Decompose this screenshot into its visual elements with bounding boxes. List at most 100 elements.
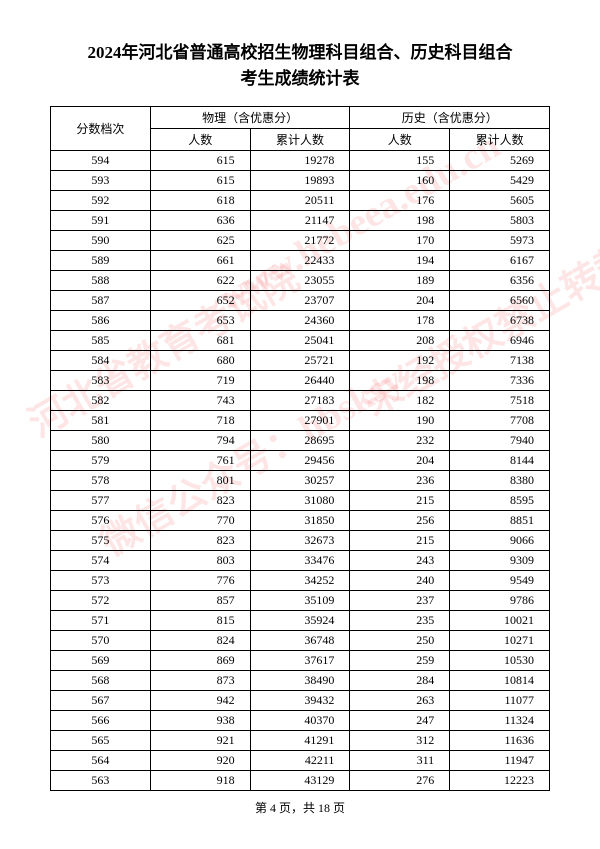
header-history: 历史（含优惠分） <box>350 107 550 129</box>
table-row: 5698693761725910530 <box>51 651 550 671</box>
physics-cumulative-cell: 37617 <box>250 651 350 671</box>
physics-count-cell: 615 <box>150 151 250 171</box>
header-physics: 物理（含优惠分） <box>150 107 350 129</box>
history-cumulative-cell: 7336 <box>450 371 550 391</box>
physics-count-cell: 918 <box>150 771 250 791</box>
score-cell: 580 <box>51 431 151 451</box>
history-cumulative-cell: 10814 <box>450 671 550 691</box>
history-count-cell: 243 <box>350 551 450 571</box>
table-row: 582743271831827518 <box>51 391 550 411</box>
table-row: 577823310802158595 <box>51 491 550 511</box>
history-count-cell: 198 <box>350 211 450 231</box>
score-cell: 593 <box>51 171 151 191</box>
physics-count-cell: 857 <box>150 591 250 611</box>
history-cumulative-cell: 10530 <box>450 651 550 671</box>
physics-cumulative-cell: 36748 <box>250 631 350 651</box>
table-row: 5718153592423510021 <box>51 611 550 631</box>
physics-cumulative-cell: 34252 <box>250 571 350 591</box>
physics-cumulative-cell: 24360 <box>250 311 350 331</box>
history-cumulative-cell: 6946 <box>450 331 550 351</box>
physics-cumulative-cell: 42211 <box>250 751 350 771</box>
score-cell: 579 <box>51 451 151 471</box>
history-cumulative-cell: 7940 <box>450 431 550 451</box>
physics-cumulative-cell: 39432 <box>250 691 350 711</box>
history-cumulative-cell: 12223 <box>450 771 550 791</box>
table-row: 5639184312927612223 <box>51 771 550 791</box>
physics-count-cell: 719 <box>150 371 250 391</box>
score-cell: 590 <box>51 231 151 251</box>
physics-cumulative-cell: 23055 <box>250 271 350 291</box>
table-row: 594615192781555269 <box>51 151 550 171</box>
history-cumulative-cell: 9786 <box>450 591 550 611</box>
history-count-cell: 276 <box>350 771 450 791</box>
score-cell: 591 <box>51 211 151 231</box>
history-count-cell: 250 <box>350 631 450 651</box>
history-count-cell: 312 <box>350 731 450 751</box>
table-row: 583719264401987336 <box>51 371 550 391</box>
history-cumulative-cell: 5269 <box>450 151 550 171</box>
history-count-cell: 215 <box>350 491 450 511</box>
score-cell: 571 <box>51 611 151 631</box>
physics-cumulative-cell: 33476 <box>250 551 350 571</box>
score-cell: 565 <box>51 731 151 751</box>
table-row: 5708243674825010271 <box>51 631 550 651</box>
history-cumulative-cell: 6167 <box>450 251 550 271</box>
score-cell: 592 <box>51 191 151 211</box>
table-row: 593615198931605429 <box>51 171 550 191</box>
score-cell: 576 <box>51 511 151 531</box>
history-count-cell: 215 <box>350 531 450 551</box>
physics-cumulative-cell: 21772 <box>250 231 350 251</box>
table-row: 586653243601786738 <box>51 311 550 331</box>
history-count-cell: 192 <box>350 351 450 371</box>
score-cell: 575 <box>51 531 151 551</box>
physics-cumulative-cell: 43129 <box>250 771 350 791</box>
history-cumulative-cell: 7708 <box>450 411 550 431</box>
physics-count-cell: 761 <box>150 451 250 471</box>
physics-cumulative-cell: 40370 <box>250 711 350 731</box>
score-cell: 577 <box>51 491 151 511</box>
score-cell: 586 <box>51 311 151 331</box>
history-count-cell: 311 <box>350 751 450 771</box>
table-row: 584680257211927138 <box>51 351 550 371</box>
header-score-level: 分数档次 <box>51 107 151 151</box>
physics-cumulative-cell: 29456 <box>250 451 350 471</box>
physics-count-cell: 938 <box>150 711 250 731</box>
physics-count-cell: 776 <box>150 571 250 591</box>
score-cell: 568 <box>51 671 151 691</box>
physics-cumulative-cell: 31850 <box>250 511 350 531</box>
history-count-cell: 237 <box>350 591 450 611</box>
history-cumulative-cell: 8851 <box>450 511 550 531</box>
physics-count-cell: 815 <box>150 611 250 631</box>
history-cumulative-cell: 6356 <box>450 271 550 291</box>
history-count-cell: 204 <box>350 451 450 471</box>
score-statistics-table: 分数档次 物理（含优惠分） 历史（含优惠分） 人数 累计人数 人数 累计人数 5… <box>50 106 550 791</box>
page-footer: 第 4 页，共 18 页 <box>50 799 550 816</box>
table-row: 588622230551896356 <box>51 271 550 291</box>
physics-count-cell: 794 <box>150 431 250 451</box>
table-row: 5688733849028410814 <box>51 671 550 691</box>
physics-count-cell: 681 <box>150 331 250 351</box>
history-cumulative-cell: 8595 <box>450 491 550 511</box>
physics-cumulative-cell: 19278 <box>250 151 350 171</box>
physics-cumulative-cell: 31080 <box>250 491 350 511</box>
physics-cumulative-cell: 27901 <box>250 411 350 431</box>
history-cumulative-cell: 11636 <box>450 731 550 751</box>
physics-cumulative-cell: 35109 <box>250 591 350 611</box>
physics-cumulative-cell: 25041 <box>250 331 350 351</box>
score-cell: 589 <box>51 251 151 271</box>
history-count-cell: 198 <box>350 371 450 391</box>
header-physics-cumulative: 累计人数 <box>250 129 350 151</box>
physics-cumulative-cell: 30257 <box>250 471 350 491</box>
history-cumulative-cell: 10021 <box>450 611 550 631</box>
physics-cumulative-cell: 25721 <box>250 351 350 371</box>
physics-count-cell: 824 <box>150 631 250 651</box>
physics-count-cell: 718 <box>150 411 250 431</box>
physics-count-cell: 680 <box>150 351 250 371</box>
physics-count-cell: 625 <box>150 231 250 251</box>
table-row: 585681250412086946 <box>51 331 550 351</box>
history-count-cell: 284 <box>350 671 450 691</box>
history-cumulative-cell: 8144 <box>450 451 550 471</box>
history-cumulative-cell: 9066 <box>450 531 550 551</box>
table-row: 5649204221131111947 <box>51 751 550 771</box>
physics-count-cell: 615 <box>150 171 250 191</box>
